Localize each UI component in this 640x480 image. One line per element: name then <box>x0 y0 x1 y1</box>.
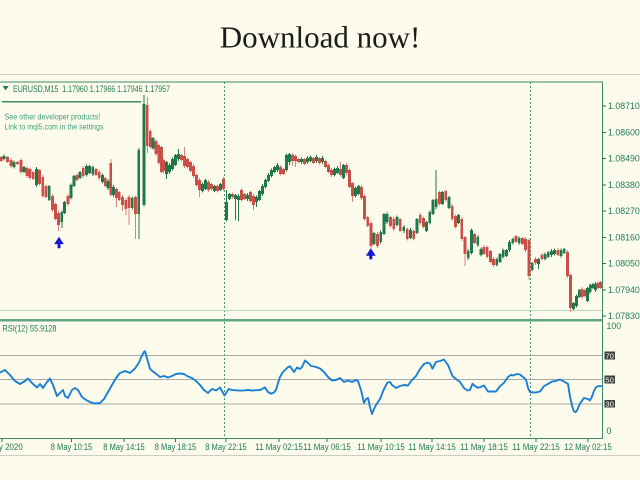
svg-text:8 May 2020: 8 May 2020 <box>0 442 23 452</box>
svg-text:50: 50 <box>605 376 613 385</box>
svg-text:1.08050: 1.08050 <box>608 259 640 269</box>
svg-text:30: 30 <box>605 400 613 409</box>
svg-text:0: 0 <box>607 426 612 436</box>
svg-text:See other developer products!: See other developer products! <box>5 112 101 122</box>
svg-text:100: 100 <box>607 321 622 331</box>
svg-text:11 May 10:15: 11 May 10:15 <box>357 442 405 452</box>
svg-text:Link to mql5.com in the settin: Link to mql5.com in the settings <box>5 121 104 131</box>
svg-text:11 May 02:15: 11 May 02:15 <box>255 442 303 452</box>
svg-text:11 May 06:15: 11 May 06:15 <box>303 442 351 452</box>
svg-text:11 May 14:15: 11 May 14:15 <box>408 442 456 452</box>
svg-text:Download now!: Download now! <box>220 20 421 55</box>
svg-text:11 May 18:15: 11 May 18:15 <box>460 442 508 452</box>
svg-text:12 May 02:15: 12 May 02:15 <box>564 442 612 452</box>
svg-text:EURUSD,M15 1.17960 1.17966 1.: EURUSD,M15 1.17960 1.17966 1.17946 1.179… <box>13 84 170 94</box>
svg-text:8 May 18:15: 8 May 18:15 <box>155 442 197 452</box>
svg-text:8 May 14:15: 8 May 14:15 <box>103 442 145 452</box>
svg-text:1.08380: 1.08380 <box>608 180 640 190</box>
svg-text:8 May 22:15: 8 May 22:15 <box>205 442 247 452</box>
svg-text:1.07830: 1.07830 <box>608 311 640 321</box>
svg-text:1.08490: 1.08490 <box>608 154 640 164</box>
svg-text:70: 70 <box>605 351 613 360</box>
svg-text:8 May 10:15: 8 May 10:15 <box>51 442 93 452</box>
svg-text:1.07940: 1.07940 <box>608 285 640 295</box>
svg-text:1.08270: 1.08270 <box>608 206 640 216</box>
svg-text:1.08600: 1.08600 <box>608 127 640 137</box>
svg-text:RSI(12) 55.9128: RSI(12) 55.9128 <box>3 323 57 333</box>
svg-text:11 May 22:15: 11 May 22:15 <box>512 442 560 452</box>
svg-text:1.08160: 1.08160 <box>608 232 640 242</box>
svg-text:1.08710: 1.08710 <box>608 101 640 111</box>
